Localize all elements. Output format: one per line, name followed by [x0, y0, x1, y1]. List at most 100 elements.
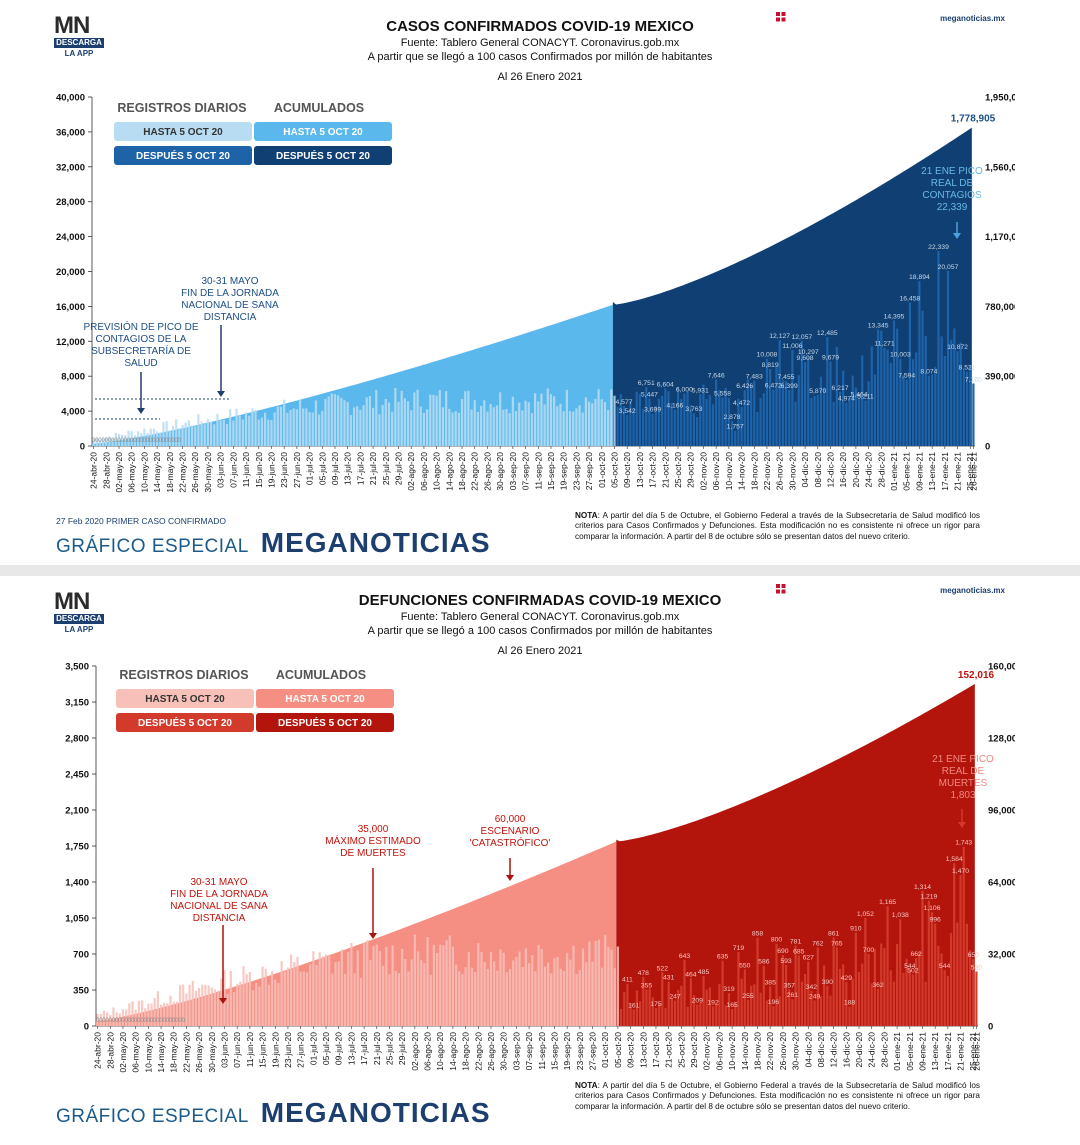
- daily-value-label: 7,594: [898, 373, 915, 380]
- daily-bar: [873, 374, 877, 446]
- daily-bar: [740, 978, 743, 1026]
- daily-bar: [740, 406, 743, 446]
- daily-bar: [626, 415, 629, 446]
- daily-bar: [302, 408, 305, 446]
- daily-value-label: 544: [904, 963, 916, 970]
- daily-bar: [219, 420, 222, 446]
- daily-bar: [623, 991, 626, 1026]
- daily-bar: [397, 401, 400, 446]
- x-tick-label: 18-may-20: [169, 1032, 179, 1073]
- daily-bar: [286, 412, 289, 446]
- x-tick-label: 09-ene-21: [917, 1032, 927, 1071]
- daily-bar: [299, 971, 302, 1026]
- daily-value-label: 390: [822, 979, 834, 986]
- daily-value-label: 196: [768, 999, 780, 1006]
- x-tick-label: 09-oct-20: [626, 1032, 636, 1068]
- daily-bar: [784, 380, 788, 446]
- x-tick-label: 14-ago-20: [444, 452, 454, 491]
- daily-bar: [283, 399, 286, 446]
- daily-bar: [756, 937, 759, 1026]
- daily-bar: [280, 961, 283, 1026]
- daily-bar: [864, 400, 867, 446]
- daily-bar: [791, 349, 794, 446]
- daily-bar: [258, 986, 261, 1026]
- daily-bar: [588, 941, 591, 1026]
- daily-bar: [109, 1014, 112, 1026]
- daily-bar: [502, 952, 505, 1026]
- mn-logo[interactable]: MN DESCARGA LA APP: [54, 590, 104, 636]
- daily-value-label: 1,106: [923, 905, 940, 912]
- daily-bar: [375, 389, 378, 446]
- daily-bar: [642, 976, 645, 1026]
- daily-bar: [217, 990, 220, 1026]
- daily-bar: [702, 384, 705, 446]
- daily-bar: [327, 396, 330, 446]
- x-tick-label: 08-dic-20: [816, 1032, 826, 1068]
- daily-bar: [356, 950, 359, 1026]
- x-tick-label: 19-jun-20: [266, 452, 276, 488]
- daily-bar: [902, 972, 905, 1026]
- daily-bar: [274, 979, 277, 1026]
- daily-bar: [778, 340, 781, 446]
- y-tick-label-left: 350: [73, 986, 89, 997]
- x-tick-label: 28-abr-20: [101, 452, 111, 489]
- cases-criteria: A partir que se llegó a 100 casos Confir…: [367, 51, 713, 63]
- x-tick-label: 06-ago-20: [419, 452, 429, 491]
- daily-bar: [750, 985, 753, 1026]
- daily-bar: [632, 1009, 635, 1026]
- sana-distancia-arrow-head: [219, 998, 227, 1004]
- daily-bar: [867, 954, 870, 1026]
- daily-bar: [133, 435, 136, 446]
- daily-bar: [721, 397, 724, 446]
- site-link[interactable]: meganoticias.mx: [940, 14, 1005, 23]
- x-tick-label: 17-ene-21: [943, 1032, 953, 1071]
- daily-bar: [651, 997, 654, 1026]
- daily-bar: [350, 943, 353, 1026]
- daily-value-label: 685: [793, 949, 805, 956]
- x-tick-label: 30-ago-20: [499, 1032, 509, 1071]
- daily-bar: [864, 917, 867, 1026]
- daily-bar: [953, 328, 956, 446]
- daily-value-label: 635: [717, 954, 729, 961]
- x-tick-label: 13-ene-21: [930, 1032, 940, 1071]
- daily-bar: [797, 955, 800, 1026]
- daily-bar: [420, 960, 423, 1026]
- mn-logo[interactable]: MN DESCARGA LA APP: [54, 14, 104, 60]
- daily-bar: [794, 401, 797, 446]
- site-link[interactable]: meganoticias.mx: [940, 586, 1005, 595]
- y-tick-label-left: 24,000: [56, 232, 85, 243]
- daily-bar: [495, 405, 499, 446]
- daily-bar: [172, 1001, 175, 1026]
- daily-value-label: 550: [739, 962, 751, 969]
- x-tick-label: 17-oct-20: [648, 452, 658, 488]
- daily-bar: [225, 424, 229, 446]
- daily-bar: [619, 1008, 623, 1026]
- daily-bar: [190, 425, 194, 446]
- daily-zero-label: 0: [144, 1018, 148, 1024]
- x-tick-label: 13-oct-20: [635, 452, 645, 488]
- daily-bar: [705, 399, 708, 446]
- x-tick-label: 17-jul-20: [359, 1032, 369, 1065]
- daily-value-label: 319: [723, 986, 735, 993]
- daily-bar: [927, 900, 930, 1026]
- daily-bar: [724, 387, 727, 446]
- daily-bar: [432, 944, 435, 1026]
- daily-value-label: 6,751: [638, 380, 655, 387]
- daily-bar: [423, 963, 426, 1026]
- daily-bar: [318, 952, 321, 1026]
- daily-bar: [403, 398, 406, 446]
- daily-bar: [762, 393, 765, 446]
- daily-bar: [632, 407, 635, 446]
- daily-value-label: 249: [809, 993, 821, 1000]
- daily-bar: [448, 408, 451, 446]
- daily-bar: [163, 1003, 166, 1026]
- x-tick-label: 16-dic-20: [838, 452, 848, 488]
- daily-bar: [689, 978, 692, 1026]
- x-tick-label: 18-ago-20: [457, 452, 467, 491]
- daily-bar: [848, 398, 851, 446]
- catastrophic-annotation: 'CATASTRÓFICO': [470, 836, 551, 849]
- daily-bar: [134, 1009, 137, 1026]
- x-tick-label: 26-ago-20: [482, 452, 492, 491]
- daily-bar: [607, 410, 610, 446]
- daily-bar: [673, 409, 676, 446]
